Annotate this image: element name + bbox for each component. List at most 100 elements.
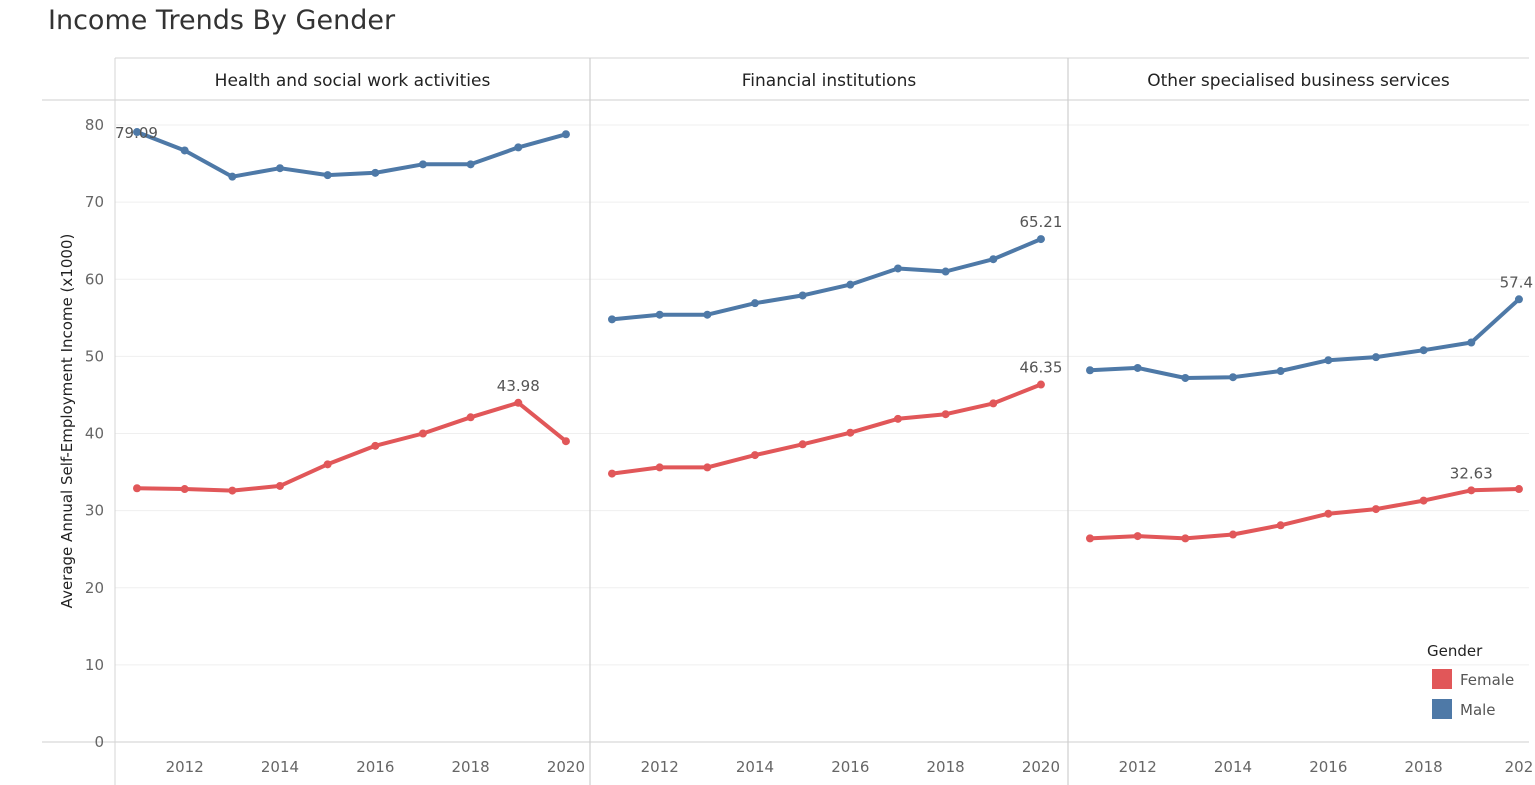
point-female — [893, 414, 902, 423]
point-male — [1467, 338, 1476, 347]
point-male — [1276, 367, 1285, 376]
y-tick-label: 50 — [85, 347, 104, 365]
data-label: 57.4 — [1500, 273, 1533, 291]
point-male — [180, 146, 189, 155]
point-female — [1467, 486, 1476, 495]
x-tick-label: 2014 — [736, 758, 774, 776]
y-tick-label: 60 — [85, 270, 104, 288]
x-tick-label: 2012 — [1119, 758, 1157, 776]
x-tick-label: 2018 — [927, 758, 965, 776]
data-label: 79.09 — [115, 124, 158, 142]
x-tick-label: 2020 — [547, 758, 585, 776]
point-male — [989, 255, 998, 264]
panel-title: Financial institutions — [742, 71, 917, 91]
point-male — [1133, 363, 1142, 372]
point-male — [798, 291, 807, 300]
data-label: 46.35 — [1019, 359, 1062, 377]
x-tick-label: 2012 — [641, 758, 679, 776]
point-female — [561, 437, 570, 446]
point-male — [703, 310, 712, 319]
y-tick-label: 30 — [85, 502, 104, 520]
x-tick-label: 2016 — [831, 758, 869, 776]
x-tick-label: 202 — [1505, 758, 1534, 776]
x-tick-label: 2020 — [1022, 758, 1060, 776]
point-female — [1514, 485, 1523, 494]
point-male — [514, 143, 523, 152]
legend-title: Gender — [1427, 642, 1483, 660]
point-male — [1086, 366, 1094, 375]
point-female — [1086, 534, 1094, 543]
point-female — [846, 428, 855, 437]
point-female — [228, 486, 237, 495]
legend-swatch-female — [1432, 669, 1452, 689]
line-male-3 — [1088, 297, 1521, 380]
point-male — [1419, 346, 1428, 355]
point-male — [275, 164, 284, 173]
line-male-2 — [610, 237, 1043, 322]
point-female — [1133, 532, 1142, 541]
legend-label: Male — [1460, 701, 1496, 719]
y-tick-label: 80 — [85, 116, 104, 134]
point-female — [750, 451, 759, 460]
y-tick-label: 40 — [85, 425, 104, 443]
panel-title: Other specialised business services — [1147, 71, 1450, 91]
point-female — [1371, 505, 1380, 514]
point-male — [750, 299, 759, 308]
point-female — [514, 398, 523, 407]
point-female — [133, 484, 141, 493]
point-male — [133, 128, 141, 137]
data-label: 43.98 — [497, 377, 540, 395]
x-tick-label: 2014 — [1214, 758, 1252, 776]
point-female — [1181, 534, 1190, 543]
y-tick-label: 70 — [85, 193, 104, 211]
point-female — [608, 469, 616, 478]
point-male — [941, 267, 950, 276]
point-female — [703, 463, 712, 472]
point-male — [371, 168, 380, 177]
point-male — [466, 160, 475, 169]
y-axis-title: Average Annual Self-Employment Income (x… — [58, 234, 76, 609]
x-tick-label: 2016 — [356, 758, 394, 776]
point-female — [798, 440, 807, 449]
point-female — [180, 485, 189, 494]
point-female — [655, 463, 664, 472]
point-male — [1371, 353, 1380, 362]
y-tick-label: 10 — [85, 656, 104, 674]
point-male — [1228, 373, 1237, 382]
data-label: 32.63 — [1450, 464, 1493, 482]
point-male — [418, 160, 427, 169]
point-male — [323, 171, 332, 180]
line-female-3 — [1088, 487, 1521, 541]
point-female — [989, 399, 998, 408]
point-male — [655, 310, 664, 319]
point-female — [466, 413, 475, 422]
x-tick-label: 2018 — [452, 758, 490, 776]
point-female — [941, 410, 950, 419]
point-male — [228, 172, 237, 181]
point-male — [893, 264, 902, 273]
point-female — [1228, 530, 1237, 539]
point-female — [1276, 521, 1285, 530]
point-male — [608, 315, 616, 324]
point-female — [1036, 380, 1045, 389]
point-male — [1324, 356, 1333, 365]
legend-swatch-male — [1432, 699, 1452, 719]
x-tick-label: 2012 — [166, 758, 204, 776]
x-tick-label: 2014 — [261, 758, 299, 776]
point-female — [418, 429, 427, 438]
point-female — [1419, 496, 1428, 505]
point-female — [1324, 509, 1333, 518]
point-male — [1181, 373, 1190, 382]
x-tick-label: 2016 — [1309, 758, 1347, 776]
page-title: Income Trends By Gender — [48, 5, 396, 36]
point-male — [1514, 295, 1523, 304]
y-tick-label: 20 — [85, 579, 104, 597]
point-female — [323, 460, 332, 469]
point-female — [275, 481, 284, 490]
legend-label: Female — [1460, 671, 1514, 689]
line-female-1 — [135, 400, 568, 493]
line-male-1 — [135, 130, 568, 179]
point-male — [561, 130, 570, 139]
data-label: 65.21 — [1019, 213, 1062, 231]
